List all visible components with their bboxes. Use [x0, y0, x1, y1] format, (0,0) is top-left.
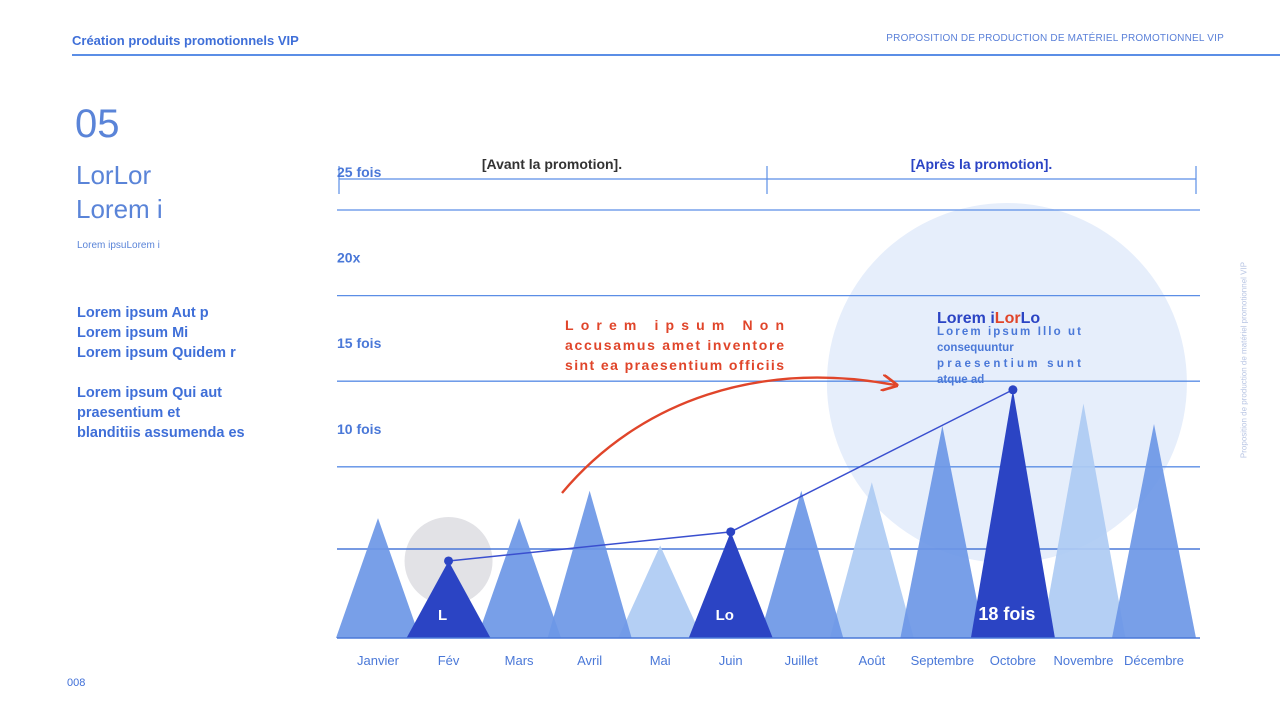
- callout-body-line: atque ad: [937, 374, 984, 386]
- promotion-arrow: [561, 378, 895, 494]
- header-divider: [72, 54, 1280, 56]
- x-tick-label: Mars: [505, 653, 534, 668]
- peak-juillet: [759, 490, 844, 638]
- peak-label: L: [438, 607, 447, 624]
- bullet-item: Lorem ipsum Aut p: [77, 305, 209, 321]
- x-tick-label: Avril: [577, 653, 602, 668]
- peak-mars: [477, 518, 562, 638]
- y-tick-label: 15 fois: [337, 335, 382, 351]
- peak-label: Lo: [716, 607, 734, 624]
- highlight-circle: [826, 203, 1187, 563]
- peak-fév: [406, 560, 491, 638]
- annotation-line: accusamus amet inventore: [565, 337, 784, 353]
- section-number: 05: [75, 102, 120, 146]
- x-tick-label: Septembre: [911, 653, 975, 668]
- x-tick-label: Décembre: [1124, 653, 1184, 668]
- trend-point: [726, 527, 736, 537]
- peak-mai: [618, 545, 703, 638]
- x-tick-label: Juillet: [785, 653, 819, 668]
- peak-novembre: [1041, 403, 1126, 638]
- period-label: [Avant la promotion].: [482, 156, 622, 172]
- section-title-line: Lorem i: [76, 194, 163, 224]
- peak-avril: [547, 490, 632, 638]
- bullet-item: Lorem ipsum Qui aut: [77, 385, 223, 401]
- bullet-item: blanditiis assumenda es: [77, 425, 245, 441]
- y-tick-label: 20x: [337, 250, 361, 266]
- peak-septembre: [900, 425, 985, 638]
- callout-title-part: Lorem i: [937, 310, 995, 327]
- bullet-item: Lorem ipsum Quidem r: [77, 345, 236, 361]
- annotation-line: sint ea praesentium officiis: [565, 357, 784, 373]
- peak-juin: [688, 531, 773, 638]
- callout-body-line: consequuntur: [937, 342, 1014, 354]
- x-tick-label: Mai: [650, 653, 671, 668]
- brand-title: Création produits promotionnels VIP: [72, 33, 299, 48]
- callout-title-part: Lo: [1021, 310, 1041, 327]
- x-tick-label: Octobre: [990, 653, 1036, 668]
- section-subtitle: Lorem ipsuLorem i: [77, 240, 160, 251]
- bullet-list: Lorem ipsum Aut p Lorem ipsum Mi Lorem i…: [77, 303, 245, 443]
- section-title: LorLor Lorem i: [76, 158, 163, 226]
- page-number: 008: [67, 677, 86, 689]
- x-tick-label: Novembre: [1053, 653, 1113, 668]
- period-label: [Après la promotion].: [911, 156, 1053, 172]
- peak-janvier: [336, 518, 420, 638]
- peak-label: 18 fois: [978, 604, 1035, 624]
- section-title-line: LorLor: [76, 160, 152, 190]
- trend-point: [1008, 385, 1018, 395]
- bullet-item: praesentium et: [77, 405, 181, 421]
- peak-octobre: [970, 389, 1055, 638]
- peak-décembre: [1112, 424, 1196, 638]
- callout-title-part: Lor: [995, 310, 1021, 327]
- trend-point: [444, 556, 454, 566]
- peak-août: [829, 482, 914, 638]
- bullet-item: Lorem ipsum Mi: [77, 325, 189, 341]
- annotation-line: Lorem ipsum Non: [565, 317, 784, 333]
- callout-title: Lorem iLorLo: [937, 310, 1040, 327]
- y-tick-label: 25 fois: [337, 164, 382, 180]
- x-tick-label: Août: [858, 653, 885, 668]
- x-tick-label: Juin: [719, 653, 743, 668]
- document-title: PROPOSITION DE PRODUCTION DE MATÉRIEL PR…: [886, 33, 1224, 44]
- y-tick-label: 10 fois: [337, 421, 382, 437]
- x-tick-label: Janvier: [357, 653, 400, 668]
- x-tick-label: Fév: [438, 653, 460, 668]
